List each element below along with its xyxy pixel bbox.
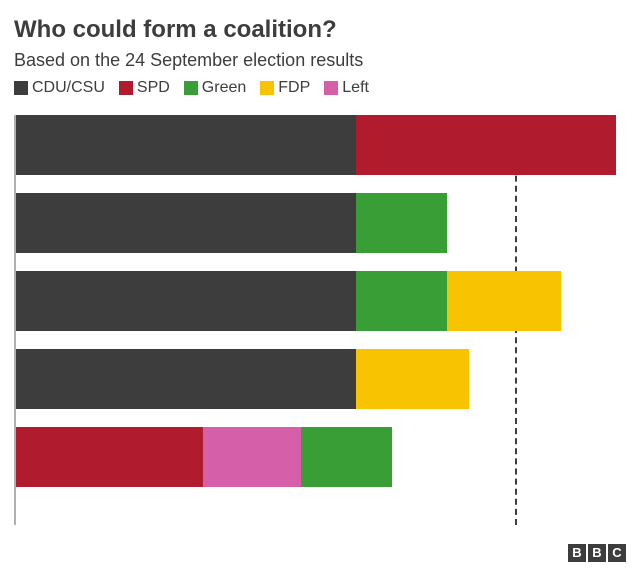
cdu-swatch — [14, 81, 28, 95]
segment-green — [356, 193, 448, 253]
legend-label: Green — [202, 79, 246, 97]
legend-item-cdu: CDU/CSU — [14, 79, 105, 97]
legend-label: CDU/CSU — [32, 79, 105, 97]
segment-cdu — [16, 349, 356, 409]
bbc-logo: BBC — [568, 544, 626, 562]
coalition-row — [16, 271, 626, 331]
coalition-row — [16, 193, 626, 253]
bbc-block: B — [588, 544, 606, 562]
coalition-chart — [14, 115, 626, 525]
legend-label: Left — [342, 79, 369, 97]
legend-item-green: Green — [184, 79, 246, 97]
legend: CDU/CSU SPD Green FDP Left — [14, 79, 626, 97]
bbc-block: C — [608, 544, 626, 562]
segment-green — [301, 427, 393, 487]
segment-cdu — [16, 193, 356, 253]
legend-item-fdp: FDP — [260, 79, 310, 97]
segment-cdu — [16, 271, 356, 331]
coalition-row — [16, 115, 626, 175]
legend-label: FDP — [278, 79, 310, 97]
coalition-row — [16, 427, 626, 487]
legend-item-spd: SPD — [119, 79, 170, 97]
chart-subtitle: Based on the 24 September election resul… — [14, 50, 626, 71]
chart-title: Who could form a coalition? — [14, 16, 626, 44]
left-swatch — [324, 81, 338, 95]
segment-spd — [16, 427, 203, 487]
coalition-row — [16, 349, 626, 409]
segment-fdp — [447, 271, 560, 331]
green-swatch — [184, 81, 198, 95]
spd-swatch — [119, 81, 133, 95]
segment-left — [203, 427, 301, 487]
legend-label: SPD — [137, 79, 170, 97]
fdp-swatch — [260, 81, 274, 95]
segment-fdp — [356, 349, 469, 409]
segment-green — [356, 271, 448, 331]
legend-item-left: Left — [324, 79, 369, 97]
bbc-block: B — [568, 544, 586, 562]
segment-cdu — [16, 115, 356, 175]
segment-spd — [356, 115, 616, 175]
